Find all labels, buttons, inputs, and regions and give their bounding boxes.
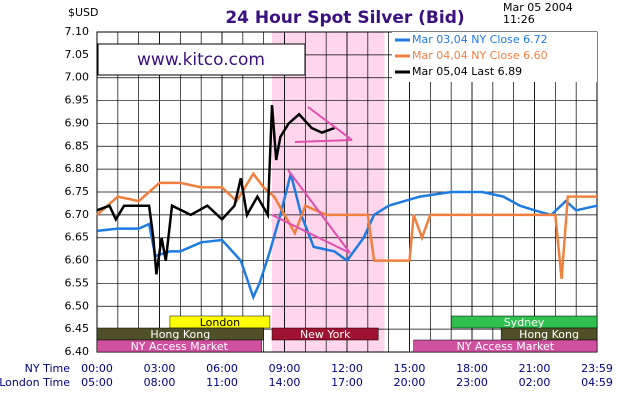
y-tick-label: 7.00 (65, 71, 90, 84)
y-tick-label: 6.75 (65, 185, 90, 198)
legend-box (392, 32, 597, 82)
x2-tick-label: 20:00 (394, 376, 426, 389)
y-tick-label: 7.05 (65, 48, 90, 61)
y-tick-label: 6.50 (65, 299, 90, 312)
chart-title: 24 Hour Spot Silver (Bid) (225, 8, 464, 28)
session-label: Hong Kong (150, 328, 210, 341)
x2-tick-label: 17:00 (331, 376, 363, 389)
x2-tick-label: 04:59 (581, 376, 613, 389)
x-tick-label: 00:00 (81, 362, 113, 375)
y-tick-label: 6.65 (65, 231, 90, 244)
series-line (96, 173, 598, 301)
x-tick-label: 18:00 (456, 362, 488, 375)
pennant-annotations (271, 106, 353, 254)
session-label: Sydney (504, 316, 545, 329)
annotation-line (287, 169, 351, 254)
session-label: NY Access Market (457, 340, 555, 353)
x-tick-label: 21:00 (519, 362, 551, 375)
session-bar (271, 327, 379, 341)
x-tick-label: 09:00 (269, 362, 301, 375)
session-bar (96, 339, 262, 353)
series-lines (96, 105, 598, 301)
y-tick-label: 6.55 (65, 276, 90, 289)
annotation-line (271, 214, 351, 254)
y-tick-label: 6.40 (65, 345, 90, 358)
y-tick-label: 6.70 (65, 208, 90, 221)
legend-label: Mar 04,04 NY Close 6.60 (412, 49, 548, 62)
watermark: www.kitco.com (137, 50, 265, 70)
y-tick-label: 6.80 (65, 162, 90, 175)
series-line (96, 105, 335, 275)
session-bar (413, 339, 598, 353)
x2-axis-title: London Time (0, 376, 70, 389)
watermark-box (97, 43, 306, 76)
x-tick-label: 12:00 (331, 362, 363, 375)
x-tick-label: 03:00 (144, 362, 176, 375)
y-tick-label: 6.90 (65, 116, 90, 129)
session-label: NY Access Market (131, 340, 229, 353)
annotation-line (307, 106, 353, 141)
x-tick-label: 06:00 (206, 362, 238, 375)
y-tick-label: 6.60 (65, 254, 90, 267)
session-label: London (200, 316, 240, 329)
x2-tick-label: 02:00 (519, 376, 551, 389)
session-label: New York (300, 328, 351, 341)
y-tick-label: 7.10 (65, 25, 90, 38)
x2-tick-label: 05:00 (81, 376, 113, 389)
y-tick-label: 6.85 (65, 139, 90, 152)
x2-tick-label: 23:00 (456, 376, 488, 389)
x-axis-title: NY Time (25, 362, 71, 375)
legend-label: Mar 03,04 NY Close 6.72 (412, 33, 548, 46)
x2-tick-label: 14:00 (269, 376, 301, 389)
x2-tick-label: 11:00 (206, 376, 238, 389)
x2-tick-label: 08:00 (144, 376, 176, 389)
y-tick-label: 6.45 (65, 322, 90, 335)
y-tick-label: 6.95 (65, 94, 90, 107)
x-tick-label: 15:00 (394, 362, 426, 375)
annotation-line (294, 139, 353, 143)
y-axis-title: $USD (68, 6, 99, 19)
date: Mar 05 2004 (503, 1, 573, 14)
session-label: Hong Kong (519, 328, 579, 341)
plot-frame (96, 31, 598, 353)
legend-label: Mar 05,04 Last 6.89 (412, 65, 522, 78)
x-tick-label: 23:59 (581, 362, 613, 375)
time: 11:26 (503, 13, 535, 26)
series-line (96, 171, 597, 280)
